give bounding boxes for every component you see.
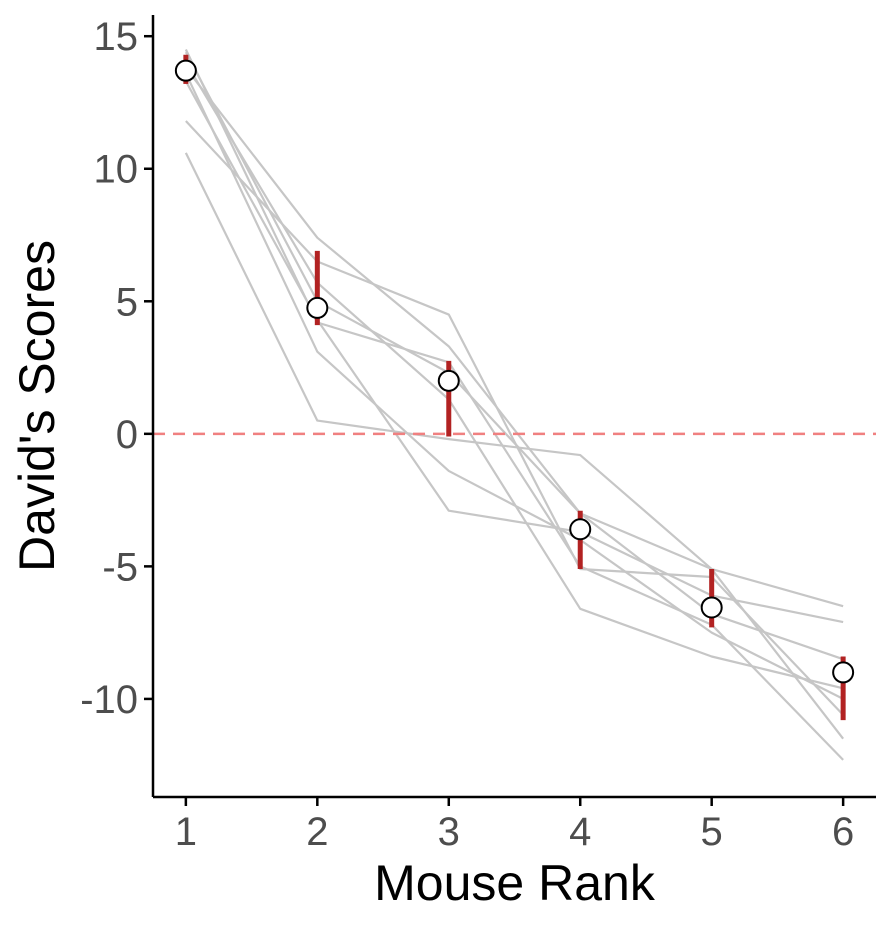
y-tick-label: 0 [116,413,138,457]
y-tick-label: 10 [94,148,139,192]
x-tick-label: 5 [701,810,723,854]
x-tick-label: 4 [569,810,591,854]
individual-line-2 [184,51,845,740]
individual-line-6 [184,72,844,700]
mean-points [174,59,855,684]
y-tick-label: -5 [102,545,138,589]
y-tick-label: -10 [80,678,138,722]
mean-point-1 [174,59,197,82]
y-tick-label: 5 [116,280,138,324]
y-axis-title: David's Scores [9,240,65,572]
x-tick-label: 6 [832,810,854,854]
individual-line-5 [184,152,844,608]
mean-point-2 [306,296,329,319]
x-tick-label: 2 [306,810,328,854]
mean-point-5 [700,596,723,619]
x-ticks: 1 2 3 4 5 6 [175,797,854,854]
y-tick-label: 15 [94,15,139,59]
mean-point-3 [437,369,460,392]
mean-point-4 [569,518,592,541]
y-ticks: 15 10 5 0 -5 -10 [80,15,153,722]
x-tick-label: 1 [175,810,197,854]
individual-line-1 [184,48,844,761]
mean-point-6 [832,661,855,684]
x-tick-label: 3 [438,810,460,854]
error-bars [183,54,846,721]
x-axis-title: Mouse Rank [374,855,656,911]
individual-lines [184,48,845,761]
individual-line-8 [184,80,844,624]
individual-line-3 [184,67,844,661]
individual-line-7 [184,62,844,690]
axes [151,15,876,799]
